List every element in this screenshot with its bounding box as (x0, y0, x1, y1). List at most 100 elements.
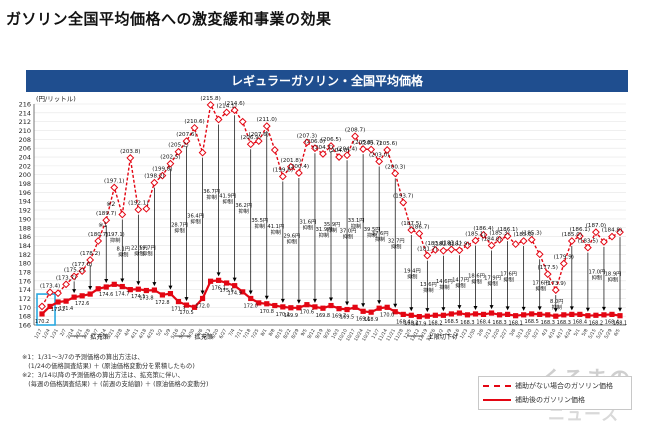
subsidy-arrowhead (280, 298, 285, 303)
unsubsidized-point (46, 288, 54, 297)
subsidy-arrowhead (618, 307, 622, 312)
unsubsidized-point (616, 228, 624, 237)
unsubsidized-point (592, 228, 600, 237)
y-tick-label: 202 (19, 162, 31, 170)
x-tick-label: 10/24 (353, 328, 365, 343)
unsubsidized-value-label: (207.3) (297, 133, 317, 139)
unsubsidized-value-label: (207.6) (176, 132, 196, 138)
chart-legend: 補助がない場合のガソリン価格 補助後のガソリン価格 (478, 376, 632, 410)
subsidy-amount-label: 31.9円 (316, 226, 333, 233)
x-tick-label: 5/16 (170, 328, 180, 340)
x-tick-label: 3/6 (508, 328, 517, 337)
unsubsidized-point (327, 142, 335, 150)
subsidized-point (280, 304, 286, 310)
subsidy-arrowhead (88, 286, 93, 291)
unsubsidized-point (142, 204, 151, 213)
unsubsidized-value-label: (206.5) (321, 137, 341, 143)
subsidy-word-label: 抑制 (503, 275, 513, 283)
subsidized-value-label: 175.5 (219, 288, 233, 294)
y-tick-label: 206 (19, 145, 31, 153)
x-tick-label: 1/17 (33, 328, 43, 340)
subsidy-word-label: 抑制 (118, 251, 128, 259)
legend-label: 補助がない場合のガソリン価格 (515, 382, 613, 390)
subsidized-point (224, 280, 230, 286)
unsubsidized-point (86, 256, 95, 264)
subsidy-amount-label: (197.1) (106, 232, 125, 238)
subsidized-point (103, 284, 109, 290)
subsidy-arrowhead (264, 295, 269, 300)
unsubsidized-value-label: (200.3) (385, 164, 405, 170)
y-tick-label: 174 (19, 286, 31, 294)
x-tick-label: 11/28 (393, 328, 405, 343)
unsubsidized-value-label: (205.7) (361, 141, 381, 147)
unsubsidized-value-label: (187.5) (401, 221, 421, 227)
footnotes: ※1：1/31～3/7の予測価格の算出方法は、 (1/24の価格調査結果) ＋ … (22, 353, 208, 389)
subsidy-arrowhead (425, 308, 430, 313)
subsidized-value-label: 170.1 (276, 312, 290, 318)
unsubsidized-point (303, 138, 311, 147)
subsidized-point (183, 302, 190, 308)
unsubsidized-point (110, 183, 119, 192)
unsubsidized-value-label: (204.7) (313, 145, 333, 151)
subsidy-arrowhead (361, 303, 366, 308)
unsubsidized-point (118, 210, 127, 219)
subsidy-word-label: 抑制 (351, 222, 361, 230)
subsidized-point (240, 289, 246, 295)
subsidized-value-label: 172.0 (244, 303, 258, 309)
unsubsidized-point (567, 237, 576, 245)
subsidized-value-label: 171.3 (171, 307, 185, 313)
subsidized-point (505, 311, 511, 317)
x-tick-label: 3/14 (98, 328, 108, 340)
unsubsidized-point (206, 100, 215, 109)
subsidy-amount-label: 33.1円 (348, 217, 365, 224)
unsubsidized-point (503, 232, 512, 241)
x-tick-label: 4/4 (123, 328, 132, 337)
x-tick-label: 2/13 (483, 328, 493, 340)
subsidized-point (376, 305, 382, 311)
x-tick-label: 12/5 (403, 328, 413, 340)
x-tick-label: 8/1 (260, 328, 269, 337)
unsubsidized-value-label: (186.1) (570, 227, 590, 233)
subsidized-value-label: 172.0 (195, 303, 209, 309)
x-tick-label: 5/1 (573, 328, 582, 337)
x-tick-label: 12/19 (417, 328, 429, 343)
subsidy-word-label: 抑制 (327, 226, 337, 234)
unsubsidized-value-label: (193.7) (393, 194, 413, 200)
unsubsidized-value-label: (187.0) (586, 223, 606, 229)
subsidized-value-label: 170.2 (35, 319, 49, 325)
x-tick-label: 1/2 (436, 328, 445, 337)
subsidized-point (601, 312, 607, 318)
subsidy-arrowhead (585, 307, 590, 312)
subsidized-point (199, 295, 206, 302)
subsidy-arrowhead (553, 308, 558, 313)
unsubsidized-point (238, 117, 247, 126)
subsidy-arrowhead (136, 281, 141, 286)
y-tick-label: 176 (19, 277, 31, 285)
subsidized-point (87, 291, 93, 297)
unsubsidized-value-label: (203.0) (369, 152, 389, 158)
subsidized-value-label: 168.9 (364, 317, 378, 323)
unsubsidized-value-label: (184.8) (602, 228, 622, 234)
unsubsidized-value-label: (200.4) (289, 164, 309, 170)
subsidy-word-label: 抑制 (238, 207, 248, 215)
subsidy-amount-label: 14.6円 (436, 278, 453, 285)
unsubsidized-point (166, 159, 175, 168)
x-tick-label: 12/26 (425, 328, 437, 343)
subsidized-point (368, 309, 374, 315)
x-tick-label: 1/30 (467, 328, 477, 340)
unsubsidized-point (335, 153, 343, 161)
highlight-box (36, 293, 56, 326)
footnote-1: ※1：1/31～3/7の予測価格の算出方法は、 (22, 354, 144, 361)
x-tick-label: 5/23 (178, 328, 188, 340)
unsubsidized-value-label: (177.0) (72, 262, 92, 268)
unsubsidized-value-label: (208.7) (345, 127, 365, 133)
subsidized-value-label: 168.1 (508, 321, 522, 327)
subsidized-point (408, 312, 414, 318)
subsidy-word-label: 抑制 (287, 237, 297, 245)
unsubsidized-point (38, 302, 46, 311)
unsubsidized-value-label: (182.8) (433, 242, 453, 248)
subsidized-value-label: 168.2 (428, 320, 442, 326)
subsidized-point (545, 312, 551, 318)
subsidy-word-label: 抑制 (439, 283, 449, 291)
x-tick-label: 10/10 (337, 328, 349, 343)
